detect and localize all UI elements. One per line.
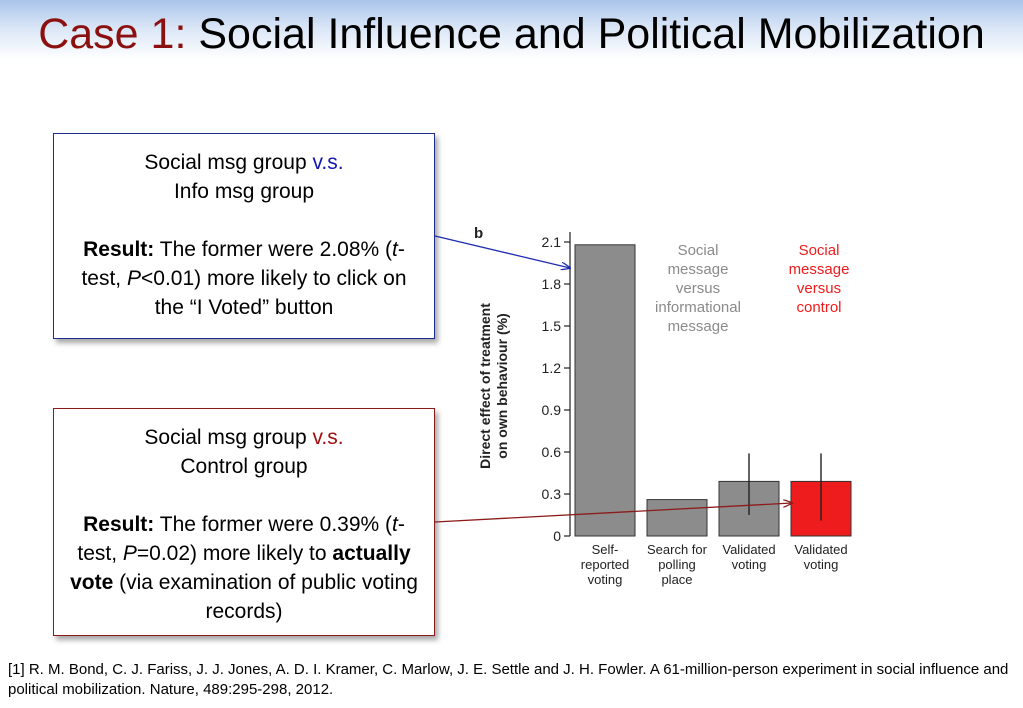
box2-p: P bbox=[122, 542, 137, 565]
x-tick-label: Search for bbox=[647, 542, 708, 557]
box1-p: P bbox=[126, 267, 141, 290]
y-tick-label: 1.8 bbox=[542, 276, 562, 292]
case-label: Case 1: bbox=[38, 10, 187, 58]
y-tick-label: 0 bbox=[553, 528, 561, 544]
x-tick-label: reported bbox=[581, 557, 629, 572]
box2-line2: Control group bbox=[180, 455, 308, 478]
legend-red-label: control bbox=[796, 299, 841, 316]
x-tick-label: voting bbox=[588, 572, 623, 587]
legend-gray-label: versus bbox=[676, 280, 720, 297]
x-tick-label: Validated bbox=[722, 542, 775, 557]
citation-footnote: [1] R. M. Bond, C. J. Fariss, J. J. Jone… bbox=[8, 661, 1009, 698]
box1-result-c: <0.01) more likely to click on the “I Vo… bbox=[141, 267, 407, 319]
y-tick-label: 2.1 bbox=[542, 234, 562, 250]
panel-label: b bbox=[474, 225, 483, 242]
y-axis-label: Direct effect of treatmenton own behavio… bbox=[477, 303, 510, 469]
box1-result: Result: The former were 2.08% (t-test, P… bbox=[68, 235, 420, 322]
box1-line2: Info msg group bbox=[173, 180, 315, 203]
box1-t: t bbox=[392, 238, 398, 261]
bar-chart: b 0 0.3 0.6 0.9 1.2 1.5 1.8 2.1 Direct effect of … bbox=[474, 225, 852, 587]
x-tick-label: Self- bbox=[592, 542, 619, 557]
legend-gray-label: message bbox=[668, 318, 729, 335]
bar bbox=[574, 244, 636, 537]
y-tick-label: 0.3 bbox=[542, 486, 562, 502]
page-title: Case 1: Social Influence and Political M… bbox=[0, 8, 1023, 60]
y-tick-label: 1.2 bbox=[542, 360, 562, 376]
social-vs-control-box: Social msg group v.s. Control group Resu… bbox=[53, 408, 435, 636]
header-gradient bbox=[0, 0, 1023, 60]
x-tick-label: polling bbox=[658, 557, 696, 572]
bar bbox=[646, 499, 708, 537]
y-tick-label: 1.5 bbox=[542, 318, 562, 334]
x-tick-label: Validated bbox=[794, 542, 847, 557]
box2-line1: Social msg group bbox=[144, 426, 307, 449]
box2-result: Result: The former were 0.39% (t-test, P… bbox=[68, 510, 420, 626]
y-tick-label: 0.6 bbox=[542, 444, 562, 460]
box2-result-d: (via examination of public voting record… bbox=[113, 571, 418, 623]
box2-result-a: The former were 0.39% ( bbox=[159, 513, 393, 536]
y-tick-label: 0.9 bbox=[542, 402, 562, 418]
x-tick-label: voting bbox=[804, 557, 839, 572]
legend-gray-label: message bbox=[668, 261, 729, 278]
box1-result-a: The former were 2.08% ( bbox=[159, 238, 393, 261]
social-vs-info-box: Social msg group v.s. Info msg group Res… bbox=[53, 133, 435, 339]
x-tick-label: place bbox=[661, 572, 692, 587]
legend-red-label: message bbox=[789, 261, 850, 278]
x-tick-label: voting bbox=[732, 557, 767, 572]
box2-bold: actually vote bbox=[70, 542, 411, 594]
box2-result-label: Result: bbox=[83, 513, 155, 536]
box2-vs: v.s. bbox=[312, 426, 344, 449]
legend-red-label: Social bbox=[799, 242, 840, 259]
legend-red-label: versus bbox=[797, 280, 841, 297]
legend-gray-label: Social bbox=[678, 242, 719, 259]
box1-result-label: Result: bbox=[83, 238, 155, 261]
legend-gray-label: informational bbox=[655, 299, 741, 316]
box2-result-b: -test, bbox=[77, 513, 405, 565]
box1-line1: Social msg group bbox=[144, 151, 307, 174]
box1-vs: v.s. bbox=[312, 151, 344, 174]
title-text: Social Influence and Political Mobilizat… bbox=[198, 10, 985, 58]
box2-result-c: =0.02) more likely to bbox=[136, 542, 333, 565]
box1-result-b: -test, bbox=[81, 238, 405, 290]
box2-t: t bbox=[392, 513, 398, 536]
